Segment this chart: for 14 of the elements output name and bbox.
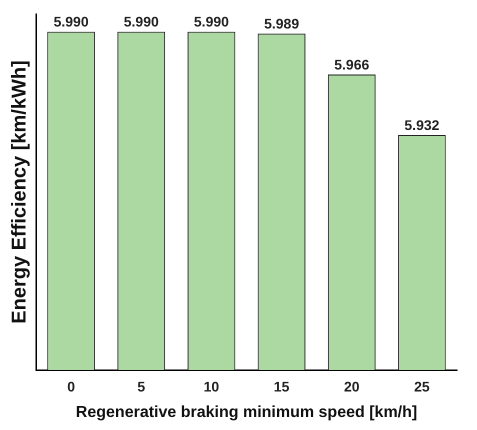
x-tick-label: 0 (67, 378, 76, 394)
data-label: 5.932 (404, 116, 440, 133)
x-tick-label: 5 (137, 378, 146, 394)
x-tick-label: 20 (344, 378, 360, 394)
x-tick-label: 10 (204, 378, 220, 394)
data-label: 5.990 (124, 14, 159, 30)
data-label: 5.990 (54, 14, 89, 30)
data-label: 5.966 (334, 56, 370, 72)
x-tick-label: 25 (414, 378, 430, 394)
data-label: 5.989 (264, 15, 300, 32)
y-axis-title: Energy Efficiency [km/kWh] (8, 60, 31, 324)
data-label: 5.990 (194, 14, 230, 30)
x-axis-title: Regenerative braking minimum speed [km/h] (76, 404, 418, 421)
x-tick-label: 15 (274, 378, 290, 394)
